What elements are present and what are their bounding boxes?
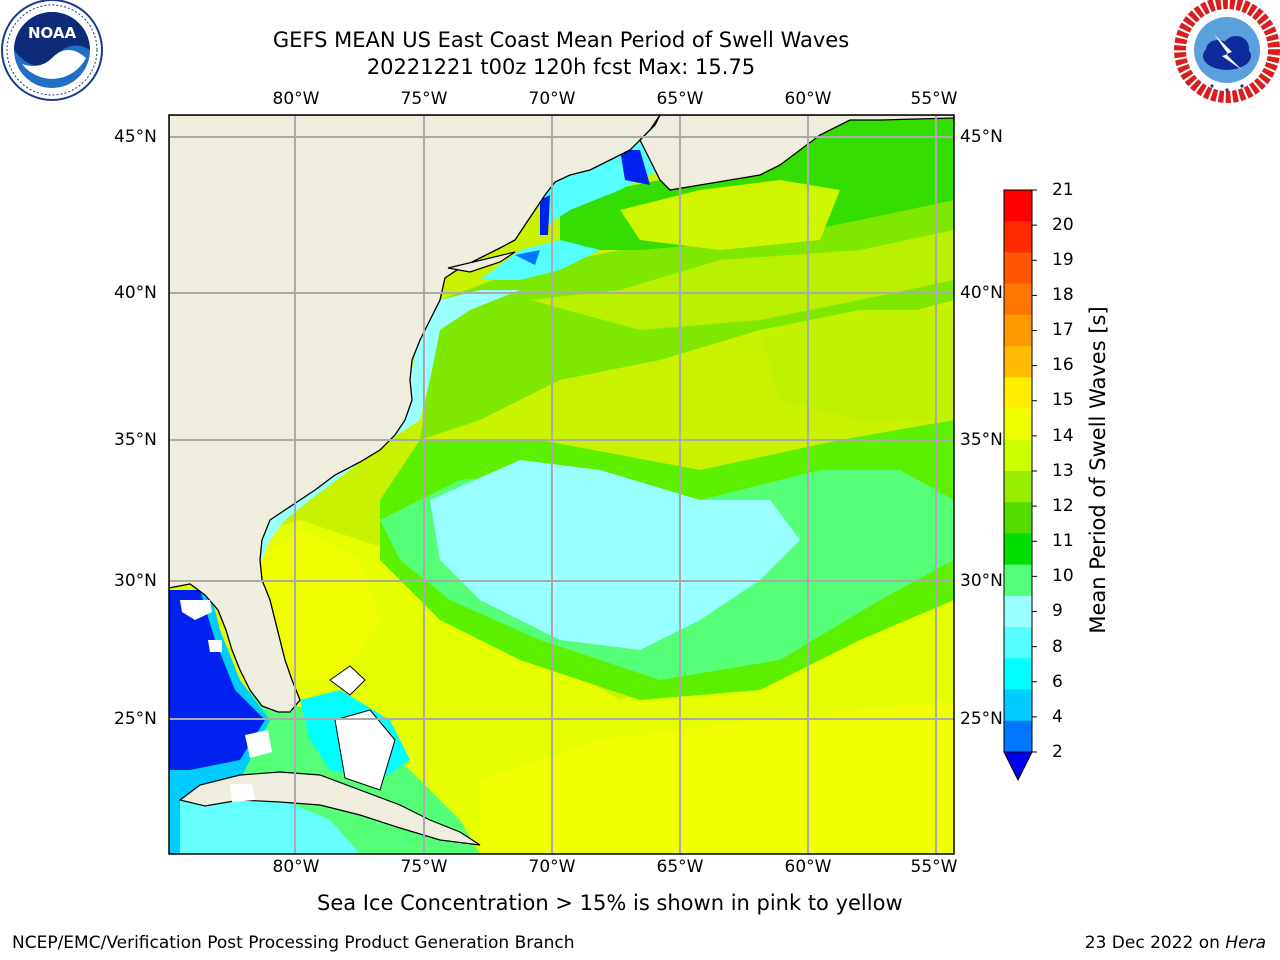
chart-title: GEFS MEAN US East Coast Mean Period of S…	[272, 28, 850, 52]
colorbar-segment	[1004, 502, 1032, 534]
colorbar-extend-arrow	[1003, 751, 1033, 782]
graticule	[169, 115, 954, 854]
colorbar-segment	[1004, 377, 1032, 410]
noaa-logo-text: NOAA	[28, 24, 77, 42]
colorbar-tick-label: 8	[1052, 637, 1063, 657]
colorbar-tick-label: 21	[1052, 180, 1074, 200]
footer-timestamp: 23 Dec 2022 on Hera	[1085, 932, 1266, 954]
canada-land	[639, 115, 954, 191]
lon-tick-top: 80°W	[272, 89, 320, 109]
colorbar-tick-label: 6	[1052, 672, 1063, 692]
nws-logo-icon	[1174, 0, 1280, 103]
colorbar-segment	[1004, 221, 1032, 253]
lat-tick-right: 25°N	[960, 709, 1003, 729]
colorbar-segment	[1004, 252, 1032, 285]
lat-tick-right: 40°N	[960, 283, 1003, 303]
chart-subtitle: 20221221 t00z 120h fcst Max: 15.75	[366, 55, 756, 79]
lon-tick-top: 70°W	[528, 89, 576, 109]
lon-tick-top: 75°W	[400, 89, 448, 109]
footer-date: 23 Dec 2022 on	[1084, 933, 1220, 953]
colorbar-tick-label: 18	[1052, 285, 1074, 305]
lon-tick-top: 65°W	[656, 89, 704, 109]
colorbar-tick-label: 13	[1052, 461, 1074, 481]
colorbar-tick-label: 11	[1052, 531, 1074, 551]
colorbar-segment	[1004, 408, 1032, 441]
colorbar-segment	[1004, 658, 1032, 691]
colorbar-segment	[1004, 533, 1032, 566]
colorbar-tick-label: 14	[1052, 426, 1074, 446]
lon-tick-top: 55°W	[910, 89, 958, 109]
colorbar-segment	[1004, 627, 1032, 659]
lon-tick-bottom: 55°W	[910, 857, 958, 877]
colorbar-segment	[1004, 190, 1032, 222]
colorbar-tick-label: 19	[1052, 250, 1074, 270]
colorbar-segment	[1004, 720, 1032, 753]
colorbar	[1003, 189, 1037, 782]
colorbar-segment	[1004, 595, 1032, 628]
colorbar-segment	[1004, 564, 1032, 597]
footer-credit: NCEP/EMC/Verification Post Processing Pr…	[12, 933, 575, 953]
lon-tick-bottom: 65°W	[656, 857, 704, 877]
footer-machine: Hera	[1225, 933, 1266, 953]
lat-tick-right: 35°N	[960, 430, 1003, 450]
colorbar-segment	[1004, 471, 1032, 503]
lon-tick-bottom: 75°W	[400, 857, 448, 877]
colorbar-tick-label: 9	[1052, 601, 1063, 621]
colorbar-tick-label: 20	[1052, 215, 1074, 235]
colorbar-tick-label: 2	[1052, 742, 1063, 762]
lat-tick-left: 45°N	[114, 127, 157, 147]
lon-tick-bottom: 70°W	[528, 857, 576, 877]
colorbar-segment	[1004, 314, 1032, 347]
lat-tick-left: 40°N	[114, 283, 157, 303]
colorbar-tick-label: 12	[1052, 496, 1074, 516]
colorbar-segment	[1004, 689, 1032, 722]
colorbar-segment	[1004, 283, 1032, 316]
colorbar-tick-label: 10	[1052, 566, 1074, 586]
cuba-land	[178, 771, 481, 846]
colorbar-label: Mean Period of Swell Waves [s]	[1086, 306, 1110, 634]
lat-tick-left: 30°N	[114, 571, 157, 591]
lon-tick-bottom: 60°W	[784, 857, 832, 877]
colorbar-tick-label: 4	[1052, 707, 1063, 727]
lat-tick-right: 30°N	[960, 571, 1003, 591]
noaa-logo-icon: NOAA	[1, 0, 103, 101]
colorbar-tick-label: 15	[1052, 390, 1074, 410]
colorbar-tick-label: 17	[1052, 320, 1074, 340]
lat-tick-left: 25°N	[114, 709, 157, 729]
colorbar-segment	[1004, 346, 1032, 378]
lat-tick-right: 45°N	[960, 127, 1003, 147]
lon-tick-bottom: 80°W	[272, 857, 320, 877]
colorbar-tick-label: 16	[1052, 355, 1074, 375]
sea-ice-note: Sea Ice Concentration > 15% is shown in …	[317, 891, 903, 915]
map-frame	[168, 114, 955, 855]
us-east-coast-land	[169, 115, 661, 713]
colorbar-segment	[1004, 439, 1032, 472]
lon-tick-top: 60°W	[784, 89, 832, 109]
lat-tick-left: 35°N	[114, 430, 157, 450]
